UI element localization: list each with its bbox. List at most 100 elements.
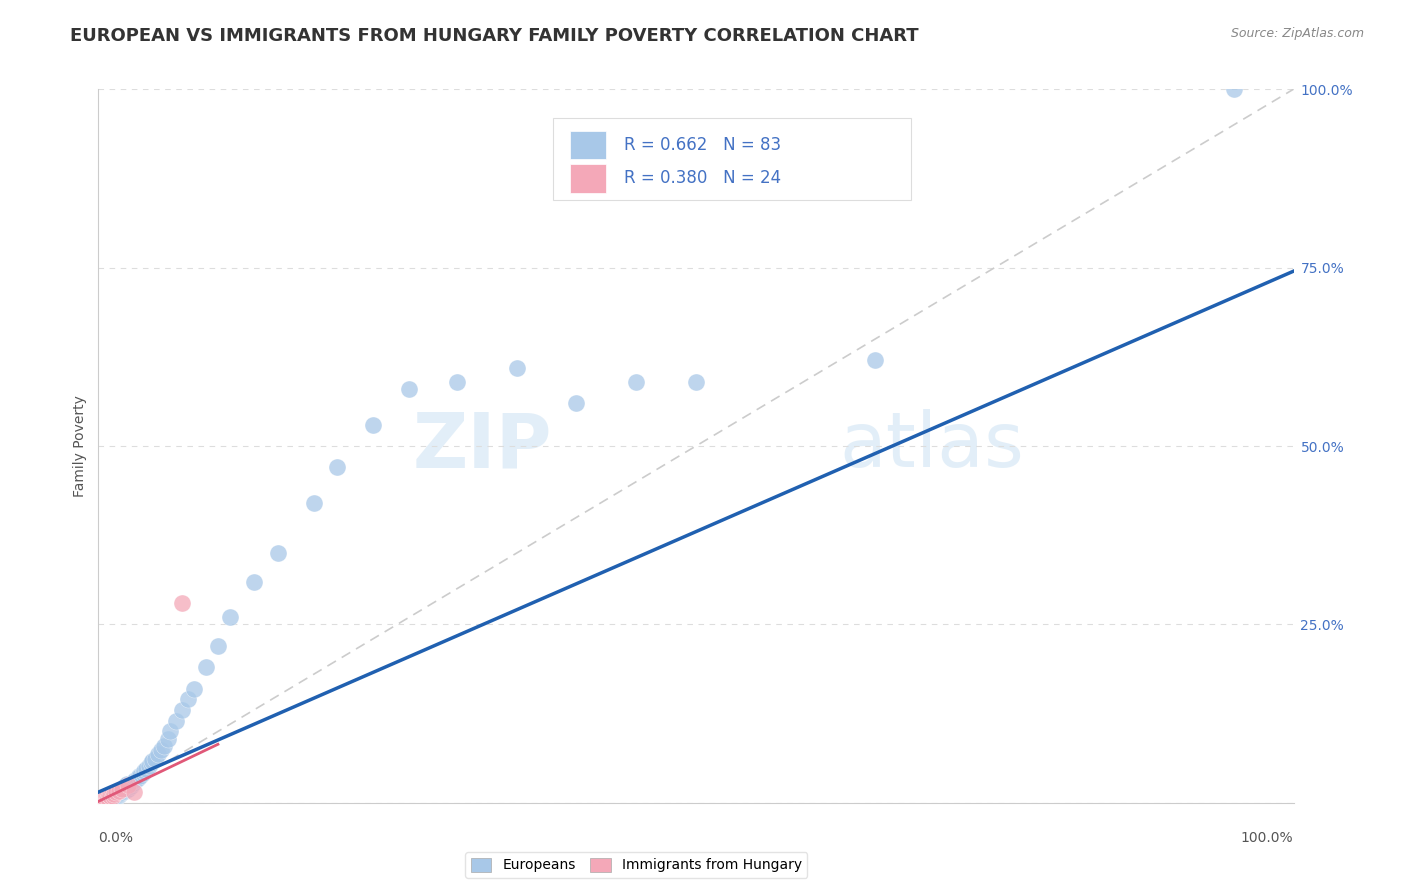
Point	[111, 781, 134, 796]
Point	[107, 783, 129, 797]
Text: EUROPEAN VS IMMIGRANTS FROM HUNGARY FAMILY POVERTY CORRELATION CHART: EUROPEAN VS IMMIGRANTS FROM HUNGARY FAMI…	[70, 27, 920, 45]
Point	[183, 681, 205, 696]
Point	[91, 794, 114, 808]
Point	[89, 794, 111, 808]
Point	[107, 785, 129, 799]
Point	[219, 610, 242, 624]
Point	[1222, 82, 1246, 96]
Point	[93, 790, 115, 805]
Point	[101, 789, 124, 803]
Point	[105, 785, 128, 799]
Point	[91, 793, 114, 807]
Point	[105, 787, 128, 801]
Point	[98, 788, 121, 802]
Point	[96, 791, 118, 805]
Point	[139, 756, 162, 770]
Point	[107, 789, 129, 803]
Point	[107, 784, 129, 798]
Point	[90, 794, 112, 808]
Point	[124, 772, 146, 787]
Point	[96, 794, 118, 808]
Point	[108, 783, 131, 797]
Point	[121, 777, 143, 791]
Point	[363, 417, 385, 432]
Point	[91, 792, 114, 806]
Point	[124, 774, 146, 789]
Point	[96, 789, 118, 804]
Point	[104, 789, 127, 803]
Point	[131, 765, 153, 780]
Point	[506, 360, 529, 375]
Point	[120, 779, 142, 793]
Point	[159, 724, 181, 739]
Point	[103, 787, 125, 801]
Point	[153, 739, 176, 753]
Point	[94, 791, 117, 805]
Point	[100, 787, 122, 801]
Text: atlas: atlas	[839, 409, 1024, 483]
Point	[105, 790, 128, 805]
Point	[115, 783, 138, 797]
Point	[101, 790, 124, 805]
Point	[111, 781, 134, 796]
Point	[104, 786, 127, 800]
Point	[326, 460, 349, 475]
Point	[122, 776, 145, 790]
Point	[112, 780, 135, 794]
Point	[93, 793, 115, 807]
Point	[398, 382, 420, 396]
Point	[138, 758, 160, 772]
Point	[165, 714, 187, 728]
Point	[177, 692, 200, 706]
Point	[156, 731, 179, 746]
Point	[143, 751, 166, 765]
Text: R = 0.662   N = 83: R = 0.662 N = 83	[624, 136, 782, 153]
Point	[207, 639, 229, 653]
Point	[100, 787, 122, 801]
Point	[111, 785, 134, 799]
Text: ZIP: ZIP	[413, 409, 553, 483]
Point	[243, 574, 266, 589]
Legend: Europeans, Immigrants from Hungary: Europeans, Immigrants from Hungary	[465, 852, 807, 878]
Point	[97, 790, 120, 805]
Point	[112, 784, 135, 798]
Point	[117, 781, 139, 796]
Point	[626, 375, 648, 389]
Point	[125, 772, 148, 786]
Text: R = 0.380   N = 24: R = 0.380 N = 24	[624, 169, 782, 187]
Point	[101, 788, 124, 802]
Point	[91, 790, 114, 805]
Point	[863, 353, 887, 368]
Point	[98, 791, 122, 805]
Point	[148, 747, 170, 762]
Point	[100, 790, 122, 805]
Point	[128, 769, 150, 783]
Point	[90, 794, 112, 808]
Point	[267, 546, 290, 560]
Point	[97, 790, 120, 805]
Point	[446, 375, 468, 389]
Point	[108, 787, 131, 801]
Point	[302, 496, 325, 510]
Point	[194, 660, 218, 674]
Point	[91, 791, 114, 805]
Point	[93, 790, 115, 805]
Point	[98, 789, 122, 803]
Point	[565, 396, 588, 410]
Point	[103, 789, 125, 804]
Point	[115, 782, 138, 797]
Point	[135, 762, 157, 776]
Point	[96, 789, 118, 803]
Point	[98, 789, 122, 804]
Point	[94, 789, 117, 804]
Point	[114, 783, 136, 797]
Point	[118, 780, 141, 794]
Point	[107, 788, 129, 802]
Point	[94, 793, 117, 807]
Point	[132, 764, 155, 779]
Y-axis label: Family Poverty: Family Poverty	[73, 395, 87, 497]
Point	[115, 778, 138, 792]
Bar	[571, 164, 606, 193]
Point	[93, 792, 115, 806]
Point	[172, 703, 194, 717]
